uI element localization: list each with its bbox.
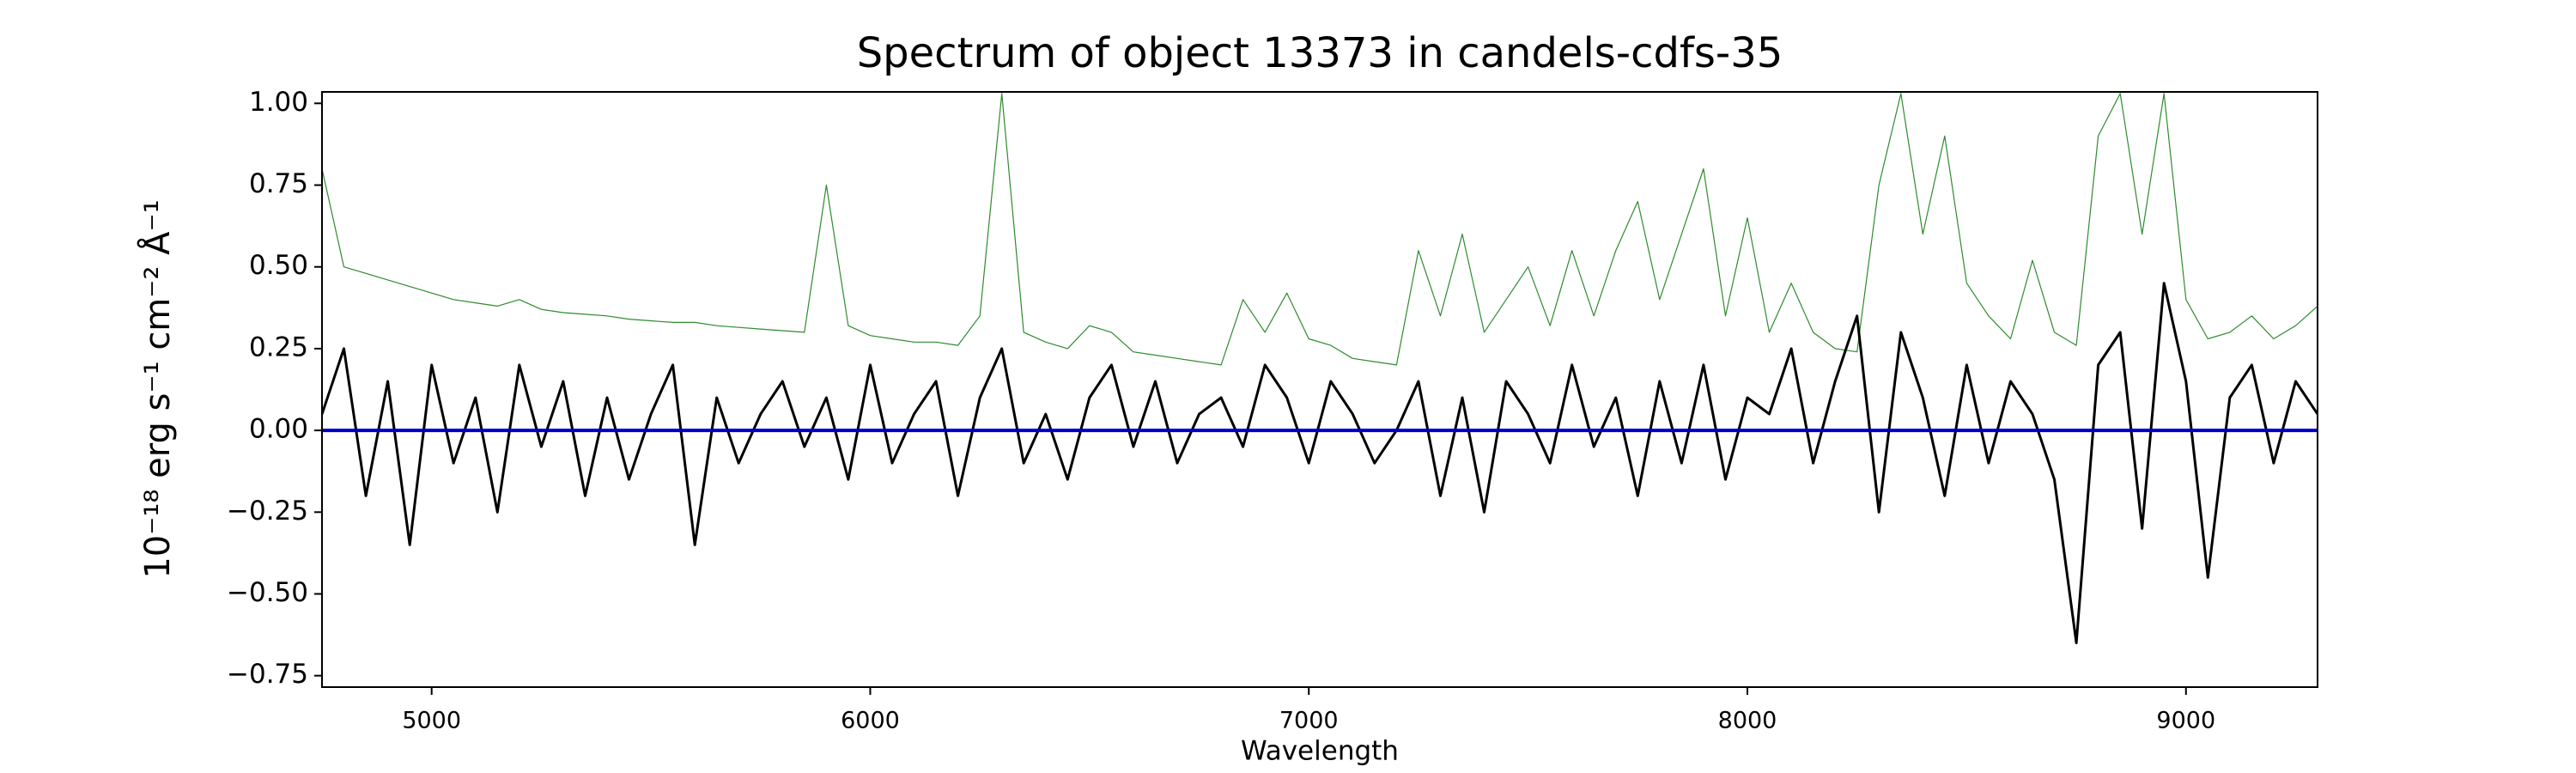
y-tick-label: −0.50	[227, 577, 308, 608]
x-tick-label: 6000	[841, 708, 900, 734]
y-tick-label: 0.50	[249, 250, 308, 281]
x-tick-label: 8000	[1718, 708, 1777, 734]
y-tick-label: −0.25	[227, 496, 308, 526]
spectrum-line	[322, 282, 2318, 645]
y-tick-label: 0.75	[249, 168, 308, 199]
y-axis-label: 10⁻¹⁸ erg s⁻¹ cm⁻² Å⁻¹	[137, 199, 178, 578]
y-tick-label: −0.75	[227, 659, 308, 690]
x-tick-label: 7000	[1279, 708, 1339, 734]
plot-area	[322, 93, 2318, 645]
y-tick-label: 0.25	[249, 332, 308, 362]
x-axis-label: Wavelength	[1241, 736, 1399, 767]
spectrum-line	[322, 93, 2318, 366]
x-tick-label: 9000	[2156, 708, 2215, 734]
y-tick-label: 0.00	[249, 414, 308, 445]
plot-frame	[321, 91, 2318, 688]
x-tick-label: 5000	[402, 708, 461, 734]
chart-title: Spectrum of object 13373 in candels-cdfs…	[857, 29, 1783, 77]
y-tick-label: 1.00	[249, 87, 308, 118]
